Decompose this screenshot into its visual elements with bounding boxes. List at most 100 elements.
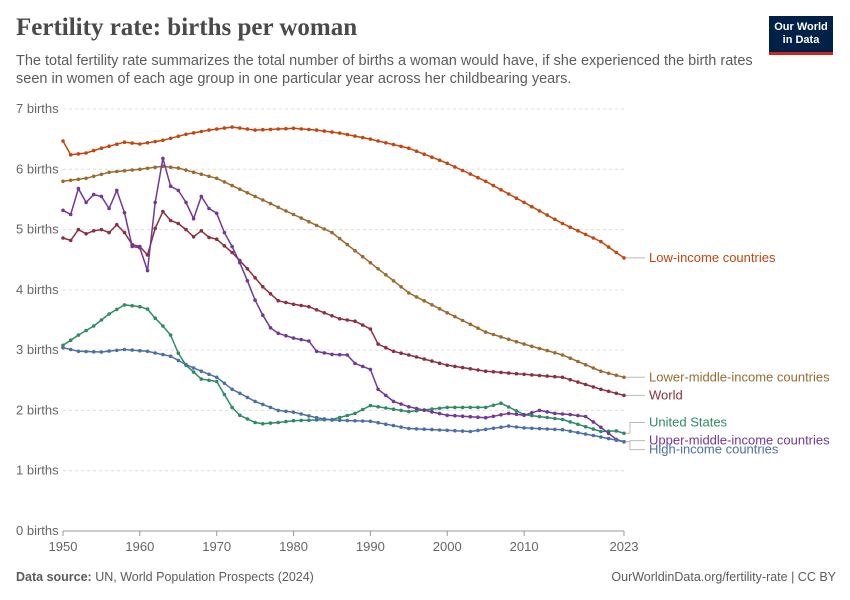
data-point bbox=[199, 369, 204, 374]
data-point bbox=[407, 146, 411, 150]
data-point bbox=[622, 375, 626, 380]
data-point bbox=[122, 169, 127, 173]
data-point bbox=[537, 414, 542, 419]
data-point bbox=[407, 426, 411, 431]
data-point bbox=[268, 201, 273, 206]
data-point bbox=[545, 410, 549, 414]
data-point bbox=[107, 349, 111, 353]
data-point bbox=[115, 348, 119, 353]
x-tick-label: 2000 bbox=[433, 539, 462, 554]
data-point bbox=[207, 235, 211, 240]
data-point bbox=[115, 142, 119, 146]
data-point bbox=[145, 166, 150, 171]
data-point bbox=[384, 141, 388, 145]
source-url-link[interactable]: OurWorldinData.org/fertility-rate | CC B… bbox=[611, 570, 836, 584]
data-point bbox=[91, 174, 96, 179]
data-point bbox=[483, 405, 488, 410]
data-point bbox=[483, 369, 488, 374]
series-end-label: Low-income countries bbox=[649, 250, 776, 265]
data-point bbox=[253, 420, 257, 425]
data-point bbox=[161, 209, 165, 214]
data-point bbox=[430, 410, 434, 414]
data-point bbox=[245, 267, 250, 271]
data-point bbox=[514, 409, 519, 413]
data-point bbox=[191, 370, 196, 374]
data-point bbox=[268, 292, 273, 296]
data-point bbox=[537, 346, 542, 351]
data-point bbox=[307, 414, 311, 418]
data-point bbox=[314, 128, 319, 132]
data-point bbox=[199, 194, 204, 199]
data-point bbox=[491, 426, 496, 431]
data-point bbox=[499, 335, 503, 339]
data-point bbox=[276, 420, 281, 425]
data-point bbox=[460, 168, 465, 173]
owid-logo[interactable]: Our World in Data bbox=[769, 16, 833, 55]
data-point bbox=[553, 374, 557, 379]
data-point bbox=[422, 427, 427, 432]
data-point bbox=[207, 206, 211, 211]
data-point bbox=[238, 413, 242, 418]
data-point bbox=[384, 345, 388, 350]
data-point bbox=[76, 152, 81, 156]
data-point bbox=[591, 366, 596, 370]
data-point bbox=[238, 260, 242, 265]
data-point bbox=[68, 153, 73, 157]
data-point bbox=[491, 370, 496, 374]
data-point bbox=[506, 405, 511, 409]
data-point bbox=[191, 170, 196, 174]
data-point bbox=[245, 127, 250, 131]
data-point bbox=[222, 244, 227, 248]
data-point bbox=[268, 326, 273, 330]
data-point bbox=[460, 405, 465, 410]
data-point bbox=[422, 152, 427, 156]
data-point bbox=[299, 412, 304, 416]
data-point bbox=[522, 413, 526, 418]
series-line bbox=[62, 126, 625, 259]
data-point bbox=[168, 136, 173, 141]
data-point bbox=[307, 418, 311, 423]
data-point bbox=[560, 221, 565, 226]
data-point bbox=[614, 373, 619, 378]
chart-subtitle: The total fertility rate summarizes the … bbox=[16, 53, 753, 87]
data-point bbox=[61, 236, 65, 240]
data-point bbox=[161, 138, 165, 143]
series-lines bbox=[61, 125, 626, 444]
data-point bbox=[99, 350, 104, 354]
data-point bbox=[384, 422, 388, 427]
data-point bbox=[230, 250, 234, 255]
data-point bbox=[107, 206, 111, 211]
data-point bbox=[207, 174, 211, 179]
data-point bbox=[284, 126, 288, 131]
data-point bbox=[622, 440, 626, 444]
data-point bbox=[353, 248, 357, 253]
data-point bbox=[514, 425, 519, 429]
data-point bbox=[322, 351, 327, 355]
data-point bbox=[230, 125, 234, 129]
data-point bbox=[284, 209, 288, 213]
data-point bbox=[184, 362, 188, 367]
data-point bbox=[330, 352, 334, 357]
data-point bbox=[453, 314, 457, 319]
data-point bbox=[184, 227, 188, 232]
data-point bbox=[138, 142, 142, 146]
data-point bbox=[453, 165, 457, 169]
logo-line-2: in Data bbox=[782, 34, 820, 46]
data-point bbox=[322, 417, 327, 421]
data-point bbox=[268, 405, 273, 410]
data-point bbox=[353, 134, 357, 138]
data-point bbox=[238, 187, 242, 191]
data-point bbox=[384, 273, 388, 277]
data-point bbox=[253, 298, 257, 302]
data-point bbox=[307, 219, 311, 224]
data-point bbox=[122, 230, 127, 235]
data-point bbox=[476, 415, 480, 420]
data-point bbox=[291, 418, 296, 423]
data-point bbox=[453, 428, 457, 433]
data-point bbox=[122, 140, 127, 144]
data-point bbox=[453, 413, 457, 418]
data-point bbox=[437, 361, 442, 366]
data-point bbox=[330, 418, 334, 422]
data-point bbox=[130, 168, 134, 172]
series-end-label: High-income countries bbox=[649, 442, 779, 457]
